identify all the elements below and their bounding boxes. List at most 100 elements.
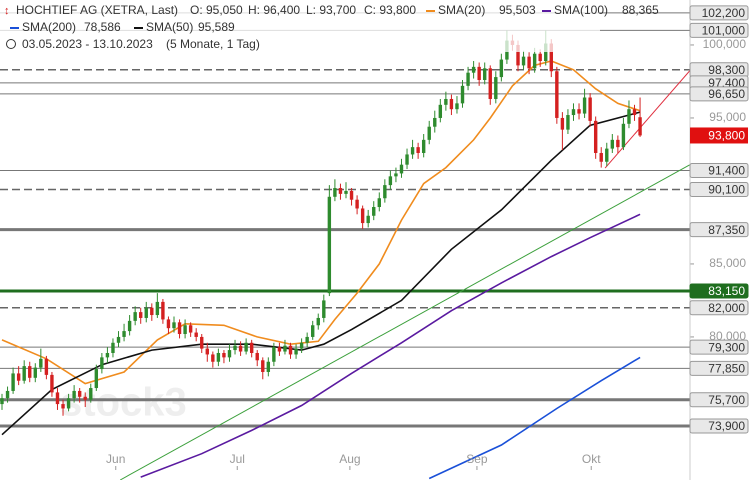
candle-body [205,348,209,355]
clock-icon [6,39,16,49]
x-tick-label: Sep [466,452,488,466]
candle-body [455,103,459,110]
level-box [689,181,749,197]
level-label: 101,000 [702,24,746,38]
candle-body [599,152,603,162]
candle-body [100,357,104,370]
candle-body [5,390,10,399]
candle-body [466,72,470,86]
candle-body [194,332,198,337]
candle-body [532,53,537,69]
y-tick-label: 85,000 [709,256,746,270]
trendline [119,164,690,480]
candle-body [632,109,637,116]
candle-body [383,185,387,199]
candle-body [222,352,226,358]
candle-body [255,352,259,361]
candle-body [211,354,215,362]
level-box [689,163,749,179]
candle-body [610,139,615,149]
sma-line [140,213,641,478]
candle-body [55,392,60,405]
candle-body [516,44,520,66]
legend-name: SMA(20) [438,3,485,17]
legend-value: 95,503 [499,3,536,17]
candle-body [388,176,393,186]
legend-value: 78,586 [84,20,121,34]
level-box [689,339,749,355]
level-label: 82,000 [708,301,745,315]
candle-body [294,348,298,355]
candle-body [66,398,71,409]
candle-body [216,352,221,362]
level-label: 75,700 [708,393,745,407]
candle-body [272,347,276,362]
candle-body [22,366,26,381]
ohlc-value: L: 93,700 [306,3,356,17]
legend-name: SMA(50) [146,20,193,34]
trendline [604,70,690,169]
candle-body [621,123,626,148]
level-label: 79,300 [708,340,745,354]
candle-body [449,98,454,110]
candle-body [355,199,359,209]
candle-body [83,396,87,400]
candle-body [244,342,248,352]
level-label: 87,350 [708,223,745,237]
legend-bg [0,2,600,52]
candle-body [410,147,415,155]
candle-body [416,147,420,153]
candle-body [89,388,93,400]
candle-body [172,322,176,329]
level-label: 90,100 [708,183,745,197]
candle-body [627,109,631,124]
legend-title: HOCHTIEF AG (XETRA, Last) [16,3,178,17]
candle-body [360,208,365,224]
level-box [689,5,749,21]
candle-body [16,373,21,381]
level-label: 98,300 [708,63,745,77]
candle-body [444,98,448,105]
level-box [689,418,749,434]
ohlc-value: H: 96,400 [248,3,300,17]
candle-body [560,117,565,130]
candle-body [494,77,498,99]
level-label: 73,900 [708,419,745,433]
candle-body [638,117,642,136]
candle-body [377,198,381,208]
candle-body [521,56,526,66]
x-tick-label: Jul [230,452,245,466]
candle-body [544,43,548,62]
candle-body [316,317,320,326]
candle-body [427,126,431,140]
candle-body [488,68,492,99]
candle-body [72,390,76,399]
candle-body [283,345,287,352]
date-range: 03.05.2023 - 13.10.2023 [22,37,153,51]
candle-body [261,360,265,372]
candle-body [399,164,404,174]
candle-body [344,190,348,194]
candle-body [116,336,121,343]
candle-body [549,43,553,72]
candle-body [105,352,110,358]
candle-body [133,312,137,321]
current-price-box [690,127,748,144]
candle-body [333,188,337,197]
candle-body [33,367,37,378]
level-box [689,22,749,38]
watermark: stock3 [60,381,187,425]
candle-body [338,188,343,194]
candle-body [161,301,165,320]
level-box [689,360,749,376]
candle-body [477,66,481,80]
candle-body [433,117,437,127]
candle-body [305,336,309,343]
candle-body [188,325,193,333]
candle-body [94,369,99,389]
legend-name: SMA(100) [554,3,608,17]
candle-body [571,109,576,116]
candle-body [593,120,598,153]
level-box [689,392,749,408]
candle-body [44,358,49,375]
